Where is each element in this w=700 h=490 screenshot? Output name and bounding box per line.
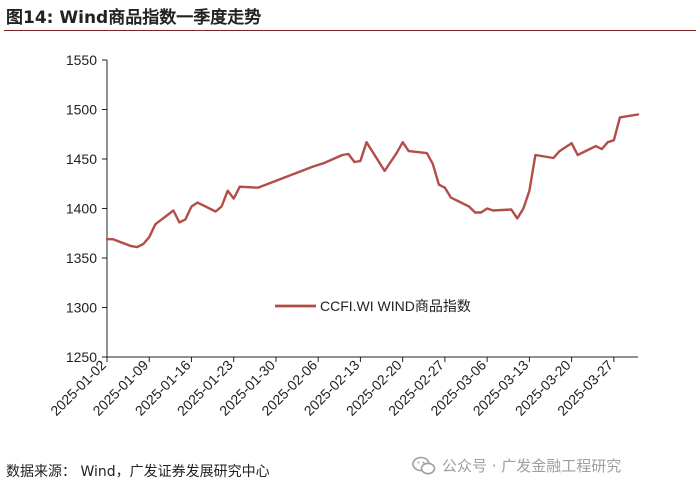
y-tick-label: 1450	[66, 151, 97, 167]
y-tick-label: 1300	[66, 300, 97, 316]
y-tick-label: 1500	[66, 102, 97, 118]
watermark: 公众号 · 广发金融工程研究	[412, 455, 621, 476]
y-tick-label: 1350	[66, 250, 97, 266]
wechat-icon	[412, 456, 436, 474]
y-tick-label: 1400	[66, 201, 97, 217]
legend-label: CCFI.WI WIND商品指数	[320, 298, 471, 314]
title-divider	[4, 30, 696, 31]
source-note: 数据来源： Wind，广发证券发展研究中心	[6, 464, 270, 480]
y-tick-label: 1250	[66, 349, 97, 365]
y-tick-label: 1550	[66, 52, 97, 68]
series-line	[105, 113, 640, 249]
watermark-text: 公众号 · 广发金融工程研究	[442, 457, 622, 475]
figure-title: 图14: Wind商品指数一季度走势	[6, 8, 262, 28]
